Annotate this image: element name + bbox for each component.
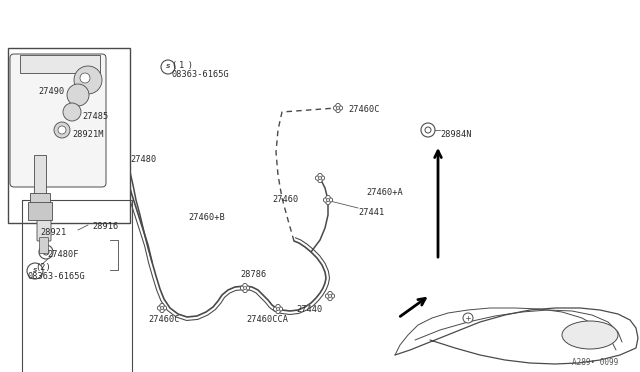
Bar (34, 155, 46, 195)
Text: 27460C: 27460C (148, 315, 179, 324)
Circle shape (328, 296, 332, 301)
Text: 28921: 28921 (40, 228, 67, 237)
Text: 28984N: 28984N (440, 130, 472, 139)
Circle shape (338, 106, 342, 110)
Text: 28916: 28916 (92, 222, 118, 231)
FancyBboxPatch shape (37, 214, 51, 241)
Circle shape (27, 263, 43, 279)
Text: 27460CCA: 27460CCA (246, 315, 288, 324)
Text: 27480: 27480 (130, 155, 156, 164)
Circle shape (58, 126, 66, 134)
Circle shape (326, 199, 330, 201)
Circle shape (318, 173, 322, 178)
Circle shape (328, 291, 332, 296)
Circle shape (421, 123, 435, 137)
Circle shape (245, 286, 250, 290)
Text: 08363-6165G: 08363-6165G (28, 272, 86, 281)
Circle shape (323, 198, 328, 202)
Circle shape (67, 84, 89, 106)
Bar (22, 200, 132, 372)
Text: 08363-6165G: 08363-6165G (172, 70, 230, 79)
Circle shape (328, 198, 333, 202)
Circle shape (320, 176, 324, 180)
Circle shape (316, 176, 320, 180)
Circle shape (333, 106, 338, 110)
Circle shape (326, 200, 330, 205)
Circle shape (157, 306, 162, 310)
Circle shape (162, 306, 166, 310)
Circle shape (276, 309, 280, 314)
Circle shape (276, 308, 280, 310)
Text: 1: 1 (179, 61, 184, 70)
Circle shape (276, 304, 280, 309)
Circle shape (54, 122, 70, 138)
Circle shape (336, 108, 340, 113)
Circle shape (328, 295, 332, 297)
Circle shape (243, 288, 247, 293)
Circle shape (161, 307, 163, 310)
Text: 27485: 27485 (82, 112, 108, 121)
Text: (  ): ( ) (172, 61, 193, 70)
Bar (8, 48, 130, 223)
Circle shape (160, 304, 164, 308)
Text: 28921M: 28921M (72, 130, 104, 139)
Circle shape (63, 103, 81, 121)
Circle shape (243, 283, 247, 288)
FancyBboxPatch shape (40, 237, 49, 253)
Circle shape (326, 195, 330, 200)
Ellipse shape (562, 321, 618, 349)
Bar (30, 193, 50, 203)
Circle shape (80, 73, 90, 83)
Circle shape (319, 177, 321, 179)
Circle shape (425, 127, 431, 133)
Circle shape (325, 294, 330, 298)
Circle shape (74, 66, 102, 94)
Circle shape (39, 245, 53, 259)
FancyBboxPatch shape (10, 54, 106, 187)
Bar (28, 202, 52, 220)
Text: 27460+B: 27460+B (188, 213, 225, 222)
Circle shape (273, 307, 278, 311)
Text: 27460: 27460 (272, 195, 298, 204)
Circle shape (43, 249, 49, 255)
Text: A289• 0099: A289• 0099 (572, 358, 618, 367)
Circle shape (241, 286, 244, 290)
Bar (20, 55, 100, 73)
Circle shape (330, 294, 335, 298)
Circle shape (278, 307, 283, 311)
Circle shape (318, 178, 322, 183)
Text: 27440: 27440 (296, 305, 323, 314)
Circle shape (244, 286, 246, 289)
Text: 27460+A: 27460+A (366, 188, 403, 197)
Text: 27460C: 27460C (348, 105, 380, 114)
Circle shape (336, 103, 340, 108)
Circle shape (161, 60, 175, 74)
Text: 27490: 27490 (38, 87, 64, 96)
Text: 27441: 27441 (358, 208, 384, 217)
Circle shape (463, 313, 473, 323)
Text: (2): (2) (35, 263, 51, 272)
Circle shape (337, 107, 339, 109)
Circle shape (160, 308, 164, 312)
Text: 27480F: 27480F (47, 250, 79, 259)
Text: S: S (33, 269, 37, 273)
Text: S: S (166, 64, 170, 70)
Text: 28786: 28786 (240, 270, 266, 279)
